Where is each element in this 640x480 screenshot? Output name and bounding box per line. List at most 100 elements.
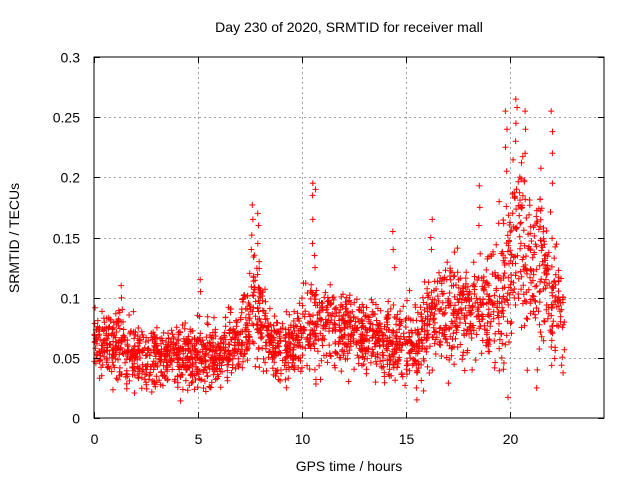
data-point: [276, 343, 282, 350]
data-point: [310, 340, 317, 347]
data-point: [418, 377, 425, 384]
data-point: [256, 364, 263, 371]
data-point: [490, 315, 497, 322]
data-point: [504, 318, 511, 325]
data-point: [344, 350, 351, 357]
data-point: [163, 366, 169, 373]
data-point: [256, 300, 263, 307]
data-point: [318, 304, 325, 311]
data-point: [115, 318, 122, 325]
data-point: [431, 278, 438, 285]
data-point: [153, 373, 160, 380]
data-point: [346, 297, 353, 304]
data-point: [283, 384, 290, 391]
data-point: [210, 358, 217, 365]
data-point: [534, 366, 541, 373]
data-point: [261, 312, 268, 319]
data-point: [502, 341, 509, 348]
data-point: [110, 386, 116, 393]
data-point: [412, 358, 419, 364]
data-point: [412, 301, 419, 308]
data-point: [172, 376, 179, 383]
data-point: [552, 347, 559, 354]
data-point: [221, 329, 228, 336]
data-point: [342, 299, 349, 305]
data-point: [500, 295, 506, 302]
data-point: [478, 275, 485, 282]
data-point: [527, 274, 533, 281]
data-point: [297, 323, 304, 330]
data-point: [105, 364, 111, 371]
data-point: [228, 369, 235, 376]
data-point: [173, 340, 180, 347]
data-point: [250, 340, 257, 347]
data-point: [282, 332, 289, 339]
data-point: [548, 337, 555, 344]
data-point: [176, 366, 183, 373]
data-point: [240, 295, 247, 302]
data-point: [544, 315, 551, 322]
data-point: [538, 247, 545, 254]
data-point: [322, 325, 329, 332]
data-point: [189, 362, 196, 369]
data-point: [407, 348, 414, 355]
data-point: [555, 288, 562, 295]
data-point: [242, 305, 249, 312]
data-point: [256, 327, 263, 334]
data-point: [244, 339, 251, 345]
data-point: [414, 309, 421, 316]
data-point: [203, 369, 210, 376]
data-point: [201, 378, 208, 385]
data-point: [500, 252, 507, 259]
data-point: [266, 331, 273, 337]
data-point: [131, 342, 138, 349]
data-point: [393, 315, 400, 322]
data-point: [187, 350, 194, 357]
data-point: [523, 215, 530, 221]
data-point: [386, 327, 393, 333]
data-point: [341, 348, 348, 355]
y-tick-label: 0.05: [53, 351, 80, 367]
data-point: [338, 334, 345, 341]
data-point: [201, 366, 207, 373]
data-point: [110, 332, 117, 339]
data-point: [114, 376, 121, 383]
data-point: [173, 352, 180, 359]
data-point: [379, 352, 386, 359]
data-point: [286, 311, 293, 318]
data-point: [450, 312, 457, 319]
data-point: [285, 359, 292, 366]
data-point: [466, 307, 473, 314]
data-point: [470, 322, 477, 329]
data-point: [231, 346, 238, 353]
data-point: [291, 327, 298, 334]
data-point: [513, 186, 520, 193]
data-point: [402, 317, 409, 323]
data-point: [422, 315, 429, 322]
data-point: [425, 292, 432, 299]
data-point: [406, 329, 412, 336]
data-point: [437, 306, 444, 313]
data-point: [331, 306, 338, 313]
data-point: [491, 292, 498, 299]
data-point: [248, 232, 255, 239]
data-point: [126, 312, 133, 318]
data-point: [508, 319, 515, 325]
data-point: [206, 365, 213, 372]
data-point: [144, 363, 151, 370]
data-point: [531, 297, 538, 304]
data-point: [516, 212, 523, 219]
data-point: [475, 222, 482, 229]
data-point: [521, 322, 528, 329]
x-tick-label: 5: [195, 431, 203, 447]
data-point: [116, 309, 123, 316]
data-point: [526, 243, 532, 250]
data-point: [490, 302, 496, 308]
data-point: [547, 209, 554, 215]
data-point: [311, 292, 318, 299]
data-point: [431, 296, 438, 303]
data-point: [437, 342, 444, 349]
data-point: [505, 394, 511, 401]
data-point: [211, 353, 218, 360]
data-point: [176, 355, 183, 362]
